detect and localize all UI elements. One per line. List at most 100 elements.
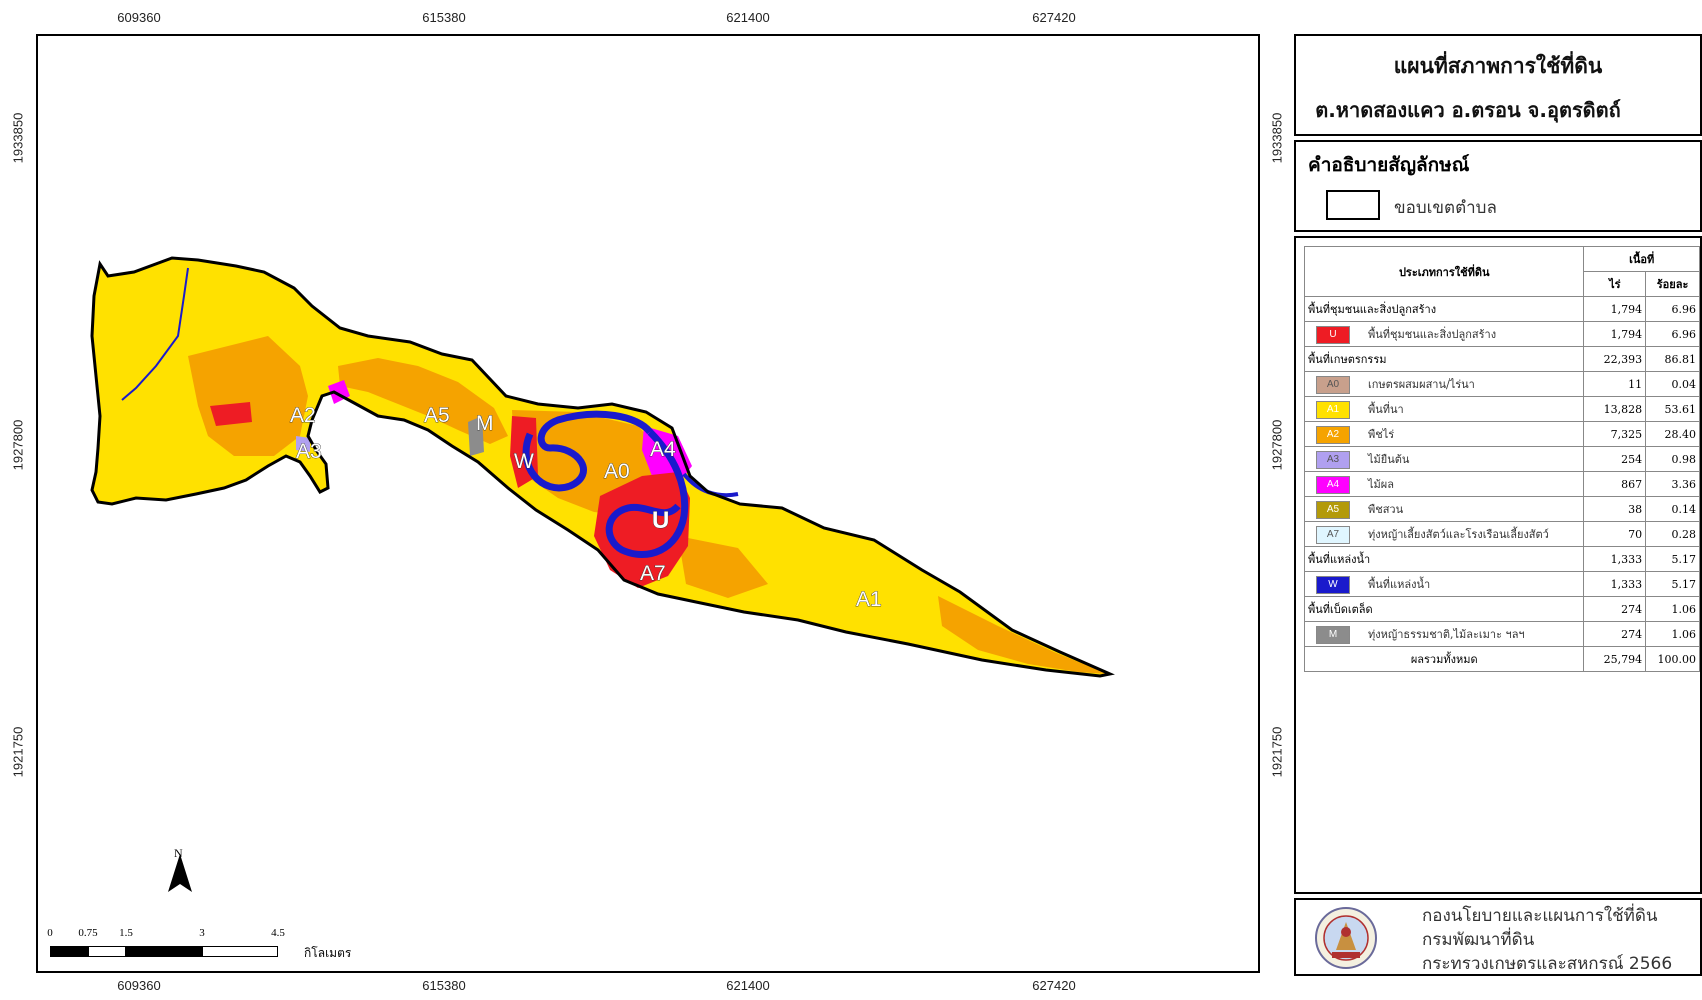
area-percent: 3.36 — [1645, 471, 1700, 497]
zone-m — [468, 416, 484, 456]
land-use-table-box: ประเภทการใช้ที่ดิน เนื้อที่ ไร่ ร้อยละ พ… — [1294, 236, 1702, 894]
land-use-subtype: M ทุ่งหญ้าธรรมชาติ,ไม้ละเมาะ ฯลฯ — [1303, 621, 1585, 647]
footer-division: กองนโยบายและแผนการใช้ที่ดิน — [1422, 906, 1658, 926]
area-percent: 5.17 — [1645, 546, 1700, 572]
table-row: A2 พืชไร่ 7,325 28.40 — [1303, 421, 1700, 447]
table-row: A4 ไม้ผล 867 3.36 — [1303, 471, 1700, 497]
legend-box: คำอธิบายสัญลักษณ์ ขอบเขตตำบล — [1294, 140, 1702, 232]
zone-u-town — [594, 472, 690, 588]
area-percent: 0.14 — [1645, 496, 1700, 522]
y-coord-label-2: 1927800 — [10, 419, 26, 471]
scale-bar-seg3 — [126, 946, 202, 957]
y-coord-label-right-2: 1927800 — [1269, 419, 1285, 471]
title-box: แผนที่สภาพการใช้ที่ดิน ต.หาดสองแคว อ.ตรอ… — [1294, 34, 1702, 136]
area-percent: 28.40 — [1645, 421, 1700, 447]
district-boundary — [90, 256, 1115, 678]
map-frame[interactable]: A2 A3 A5 M W A0 A4 U A7 A1 — [36, 34, 1260, 973]
zone-a3 — [296, 436, 310, 452]
footer-box: กองนโยบายและแผนการใช้ที่ดิน กรมพัฒนาที่ด… — [1294, 898, 1702, 976]
land-use-subtype-name: ทุ่งหญ้าเลี้ยงสัตว์และโรงเรือนเลี้ยงสัตว… — [1368, 527, 1549, 541]
area-rai: 38 — [1583, 496, 1647, 522]
footer-ministry: กระทรวงเกษตรและสหกรณ์ 2566 — [1422, 954, 1673, 974]
swatch-a7: A7 — [1316, 525, 1350, 544]
table-row: พื้นที่แหล่งน้ำ 1,333 5.17 — [1303, 546, 1700, 572]
area-rai: 13,828 — [1583, 396, 1647, 422]
table-row: W พื้นที่แหล่งน้ำ 1,333 5.17 — [1303, 571, 1700, 597]
x-coord-label-3: 621400 — [726, 10, 770, 25]
table-row: A5 พืชสวน 38 0.14 — [1303, 496, 1700, 522]
north-label: N — [174, 846, 183, 860]
land-use-subtype-name: พืชไร่ — [1368, 427, 1395, 441]
scale-tick-0: 0 — [47, 927, 53, 939]
swatch-w: W — [1316, 575, 1350, 594]
x-coord-label-2: 615380 — [422, 10, 466, 25]
land-use-subtype: A5 พืชสวน — [1303, 496, 1585, 522]
map-label-a0: A0 — [604, 460, 630, 483]
map-title: แผนที่สภาพการใช้ที่ดิน — [1393, 54, 1603, 78]
land-use-subtype-name: พื้นที่นา — [1368, 402, 1404, 416]
scale-tick-15: 1.5 — [119, 927, 133, 939]
land-use-map[interactable]: A2 A3 A5 M W A0 A4 U A7 A1 — [38, 36, 1260, 973]
land-use-subtype: A0 เกษตรผสมผสาน/ไร่นา — [1303, 371, 1585, 397]
area-percent: 5.17 — [1645, 571, 1700, 597]
header-land-use-type: ประเภทการใช้ที่ดิน — [1303, 246, 1585, 297]
area-rai: 1,333 — [1583, 546, 1647, 572]
map-label-m: M — [476, 412, 494, 435]
area-rai: 274 — [1583, 621, 1647, 647]
area-rai: 1,794 — [1583, 296, 1647, 322]
land-use-subtype: A1 พื้นที่นา — [1303, 396, 1585, 422]
map-label-w: W — [514, 450, 534, 473]
land-use-subtype: A2 พืชไร่ — [1303, 421, 1585, 447]
header-area: เนื้อที่ — [1583, 246, 1700, 272]
land-use-subtype-name: พื้นที่แหล่งน้ำ — [1368, 577, 1431, 591]
table-row: A7 ทุ่งหญ้าเลี้ยงสัตว์และโรงเรือนเลี้ยงสั… — [1303, 521, 1700, 547]
north-arrow-icon — [168, 854, 192, 892]
area-rai: 22,393 — [1583, 346, 1647, 372]
boundary-swatch — [1326, 190, 1380, 220]
land-use-table: ประเภทการใช้ที่ดิน เนื้อที่ ไร่ ร้อยละ พ… — [1303, 246, 1700, 672]
y-coord-label-3: 1921750 — [10, 726, 26, 778]
area-rai: 70 — [1583, 521, 1647, 547]
area-rai: 11 — [1583, 371, 1647, 397]
land-use-subtype: A4 ไม้ผล — [1303, 471, 1585, 497]
land-use-category: พื้นที่ชุมชนและสิ่งปลูกสร้าง — [1303, 296, 1585, 322]
land-use-category: พื้นที่เกษตรกรรม — [1303, 346, 1585, 372]
area-percent: 0.04 — [1645, 371, 1700, 397]
table-row: A1 พื้นที่นา 13,828 53.61 — [1303, 396, 1700, 422]
area-percent: 1.06 — [1645, 621, 1700, 647]
x-coord-label-bottom-3: 621400 — [726, 978, 770, 993]
area-rai: 867 — [1583, 471, 1647, 497]
table-row: M ทุ่งหญ้าธรรมชาติ,ไม้ละเมาะ ฯลฯ 274 1.06 — [1303, 621, 1700, 647]
swatch-a2: A2 — [1316, 425, 1350, 444]
table-row: พื้นที่ชุมชนและสิ่งปลูกสร้าง 1,794 6.96 — [1303, 296, 1700, 322]
x-coord-label-bottom-4: 627420 — [1032, 978, 1076, 993]
scale-tick-45: 4.5 — [271, 927, 285, 939]
area-rai: 1,794 — [1583, 321, 1647, 347]
land-use-subtype-name: พืชสวน — [1368, 502, 1404, 516]
land-use-category: พื้นที่แหล่งน้ำ — [1303, 546, 1585, 572]
area-rai: 1,333 — [1583, 571, 1647, 597]
area-percent: 1.06 — [1645, 596, 1700, 622]
x-coord-label-1: 609360 — [117, 10, 161, 25]
area-percent: 0.98 — [1645, 446, 1700, 472]
land-use-subtype: U พื้นที่ชุมชนและสิ่งปลูกสร้าง — [1303, 321, 1585, 347]
scale-tick-075: 0.75 — [78, 927, 98, 939]
swatch-a5: A5 — [1316, 500, 1350, 519]
zone-a2-east — [938, 596, 1108, 674]
ldd-seal-logo — [1315, 907, 1377, 969]
map-label-a3: A3 — [296, 440, 322, 463]
area-percent: 6.96 — [1645, 296, 1700, 322]
land-use-subtype: W พื้นที่แหล่งน้ำ — [1303, 571, 1585, 597]
y-coord-label-1: 1933850 — [10, 112, 26, 164]
x-coord-label-bottom-2: 615380 — [422, 978, 466, 993]
swatch-a4: A4 — [1316, 475, 1350, 494]
table-row: A0 เกษตรผสมผสาน/ไร่นา 11 0.04 — [1303, 371, 1700, 397]
table-row: U พื้นที่ชุมชนและสิ่งปลูกสร้าง 1,794 6.96 — [1303, 321, 1700, 347]
swatch-a3: A3 — [1316, 450, 1350, 469]
scale-tick-3: 3 — [199, 927, 205, 939]
header-rai: ไร่ — [1583, 271, 1647, 297]
footer-department: กรมพัฒนาที่ดิน — [1422, 930, 1535, 950]
table-row: พื้นที่เกษตรกรรม 22,393 86.81 — [1303, 346, 1700, 372]
land-use-subtype-name: พื้นที่ชุมชนและสิ่งปลูกสร้าง — [1368, 327, 1497, 341]
map-label-a5: A5 — [424, 404, 450, 427]
